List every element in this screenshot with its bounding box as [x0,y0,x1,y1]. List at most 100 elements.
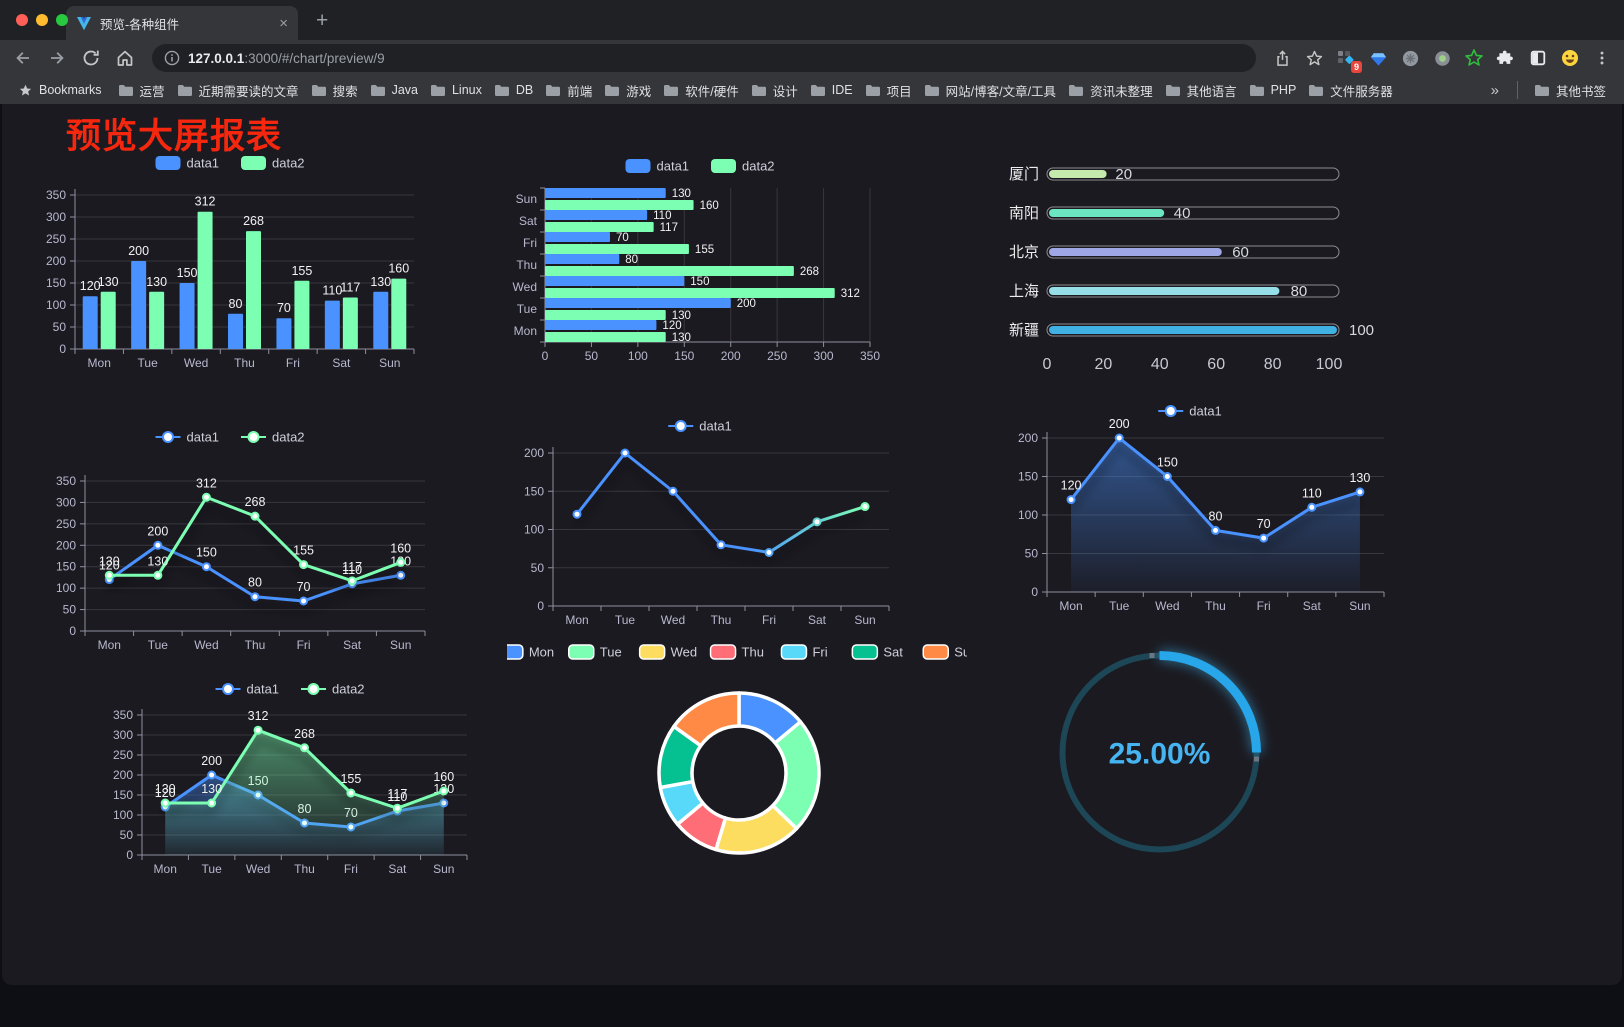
svg-text:25.00%: 25.00% [1109,738,1211,771]
tampermonkey-extension-icon[interactable]: 9 [1332,44,1362,73]
bookmark-folder[interactable]: 设计 [745,78,804,103]
bookmark-folder[interactable]: 近期需要读的文章 [171,78,305,103]
bookmark-folder[interactable]: 游戏 [598,78,657,103]
round-extension-icon[interactable] [1396,44,1424,72]
bookmark-folder-label: 游戏 [626,84,652,99]
svg-text:150: 150 [1157,456,1178,470]
home-button[interactable] [110,43,140,73]
tab-close-icon[interactable]: × [279,14,288,32]
chart-bar-grouped[interactable]: 0 50 100 150 200 250 300 350 Mon Tue Wed Thu Fri Sat S… [32,145,432,380]
bookmark-folder[interactable]: 资讯未整理 [1062,78,1159,103]
reload-button[interactable] [76,43,106,73]
url-path: :3000/#/chart/preview/9 [244,50,385,66]
other-bookmarks-button[interactable]: 其他书签 [1528,78,1612,103]
svg-text:Thu: Thu [245,638,266,652]
bookmark-folder[interactable]: 项目 [859,78,918,103]
bookmark-folder-label: DB [515,83,534,97]
svg-text:data2: data2 [272,156,305,171]
bookmark-folder[interactable]: IDE [804,80,859,100]
svg-text:北京: 北京 [1009,244,1039,261]
svg-text:200: 200 [128,244,149,258]
bookmark-folder-label: 文件服务器 [1330,84,1393,99]
chart-progress-bars[interactable]: 厦门 20 南阳 40 北京 60 上海 80 新疆 100 0 20 40 60 80 100 [982,150,1392,390]
bookmark-folder[interactable]: 网站/博客/文章/工具 [918,78,1062,103]
svg-text:150: 150 [674,349,694,363]
zoom-window-button[interactable] [56,14,68,26]
chart-donut[interactable]: Mon Tue Wed Thu Fri Sat Sun [497,630,977,882]
chart-area-two-series[interactable]: 0 50 100 150 200 250 300 350 Mon Tue Wed Thu Fri Sat S… [97,661,487,896]
svg-text:155: 155 [340,772,361,786]
tab-title: 预览-各种组件 [100,17,180,32]
bookmark-folder[interactable]: Java [364,80,424,100]
svg-text:20: 20 [1095,356,1113,373]
back-button[interactable] [8,43,38,73]
share-button[interactable] [1268,44,1296,72]
svg-text:100: 100 [56,581,76,595]
browser-menu-button[interactable] [1588,44,1616,72]
folder-icon [1534,85,1549,96]
address-bar[interactable]: 127.0.0.1:3000/#/chart/preview/9 [152,44,1256,72]
star-extension-icon[interactable] [1460,44,1488,72]
puzzle-icon [1496,50,1513,64]
bookmark-folder-label: 前端 [567,84,593,99]
svg-text:0: 0 [126,848,133,862]
close-window-button[interactable] [16,14,28,26]
svg-text:150: 150 [524,484,544,498]
extensions-menu-button[interactable] [1492,44,1520,72]
svg-text:120: 120 [80,279,101,293]
svg-text:130: 130 [672,310,691,322]
svg-text:40: 40 [1174,205,1191,222]
chart-bar-horizontal[interactable]: 0 50 100 150 200 250 300 350 Sun 130 160 Sat 110 117 F… [507,152,897,367]
chart-line-gradient[interactable]: 0 50 100 150 200 Mon Tue Wed Thu Fri Sat Sun data1 [507,398,897,628]
svg-text:120: 120 [99,559,120,573]
gem-extension-icon[interactable] [1364,44,1392,72]
url-text[interactable]: 127.0.0.1:3000/#/chart/preview/9 [188,51,385,66]
green-star-icon [1465,49,1483,66]
svg-text:data1: data1 [1189,404,1222,419]
bookmarks-root-button[interactable]: Bookmarks [12,80,108,101]
bookmarks-overflow-button[interactable]: » [1490,81,1499,99]
svg-text:Thu: Thu [516,258,537,272]
svg-text:Sat: Sat [808,613,827,627]
bookmark-this-tab-button[interactable] [1300,44,1328,72]
chart-gauge[interactable]: 25.00% [1042,635,1277,870]
svg-text:100: 100 [46,298,66,312]
kebab-menu-icon [1600,51,1604,65]
browser-tab[interactable]: 预览-各种组件 × [66,6,298,40]
svg-text:0: 0 [1043,356,1052,373]
emoji-extension-icon[interactable] [1556,44,1584,72]
bookmark-folder[interactable]: 其他语言 [1159,78,1243,103]
svg-text:Mon: Mon [1059,599,1082,613]
url-host: 127.0.0.1 [188,50,245,66]
bookmarks-star-icon [19,84,32,95]
bookmark-folder[interactable]: 前端 [539,78,598,103]
site-info-icon[interactable] [164,50,180,66]
svg-text:200: 200 [524,446,544,460]
bookmark-folder[interactable]: Linux [424,80,488,100]
bookmark-folder[interactable]: 搜索 [305,78,364,103]
bookmark-folder[interactable]: 运营 [112,78,171,103]
dot-circle-extension-icon[interactable] [1428,44,1456,72]
svg-text:200: 200 [721,349,741,363]
svg-text:Wed: Wed [1155,599,1179,613]
folder-icon [924,85,939,96]
forward-button[interactable] [42,43,72,73]
darkreader-extension-icon[interactable] [1524,44,1552,72]
svg-text:40: 40 [1151,356,1169,373]
bookmark-folder[interactable]: 软件/硬件 [657,78,744,103]
tab-strip: 预览-各种组件 × + [0,0,1624,40]
svg-text:Tue: Tue [148,638,169,652]
chart-area-single[interactable]: 0 50 100 150 200 Mon Tue Wed Thu Fri Sat Sun 120 200 1… [982,385,1402,617]
svg-text:60: 60 [1232,244,1249,261]
bookmark-folder-label: 网站/博客/文章/工具 [945,84,1057,99]
minimize-window-button[interactable] [36,14,48,26]
new-tab-button[interactable]: + [316,9,329,32]
green-dot-circle-icon [1434,50,1450,66]
bookmark-folder[interactable]: 文件服务器 [1302,78,1399,103]
chart-line-two-series[interactable]: 0 50 100 150 200 250 300 350 Mon Tue Wed Thu Fri Sat S… [32,420,432,655]
svg-text:Wed: Wed [194,638,218,652]
folder-icon [1309,85,1324,96]
bookmark-folder[interactable]: PHP [1243,80,1303,100]
bookmark-folder[interactable]: DB [488,80,539,100]
folder-icon [177,85,192,96]
